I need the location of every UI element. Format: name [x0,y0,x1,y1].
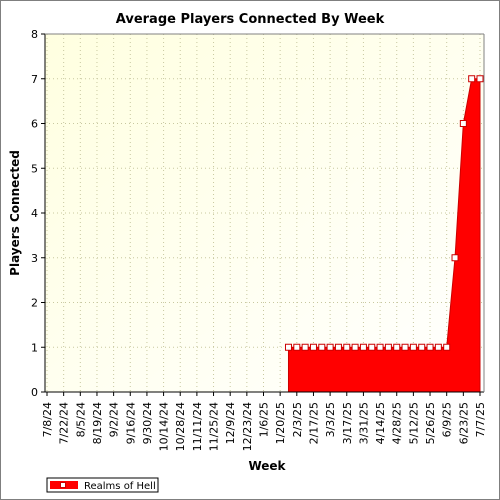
legend-label: Realms of Hell [84,481,156,492]
x-tick-label: 1/6/25 [258,402,271,437]
data-point-marker [343,343,351,351]
x-tick-label: 3/31/25 [357,402,370,444]
data-point-marker [284,343,292,351]
x-tick-label: 4/14/25 [374,402,387,444]
x-axis-title: Week [248,459,286,473]
x-tick-label: 3/3/25 [324,402,337,437]
data-point-marker [434,343,442,351]
x-tick-label: 8/5/24 [74,402,87,437]
data-point-marker [301,343,309,351]
x-tick-label: 10/28/24 [174,402,187,451]
data-point-marker [351,343,359,351]
x-tick-label: 10/14/24 [158,402,171,451]
plot-area: 0 1 2 3 4 5 6 7 8 7/8/24 7/22/24 8/5/24 8/19/24 9/2/2… [31,28,487,451]
x-tick-label: 6/9/25 [441,402,454,437]
data-point-marker [459,120,467,127]
x-tick-label: 7/7/25 [474,402,487,437]
plot-background [45,34,484,392]
data-point-marker [318,343,326,351]
y-tick-label: 1 [31,341,38,354]
y-tick-label: 6 [31,118,38,131]
legend: Realms of Hell [46,477,159,493]
data-point-marker [334,343,342,351]
x-tick-label: 5/12/25 [407,402,420,444]
x-tick-label: 3/17/25 [341,402,354,444]
data-point-marker [401,343,409,351]
x-tick-label: 7/22/24 [58,402,71,444]
data-point-marker [359,343,367,351]
y-tick-label: 3 [31,252,38,265]
chart-title: Average Players Connected By Week [116,12,385,27]
data-point-marker [443,343,451,351]
x-tick-label: 2/3/25 [291,402,304,437]
data-point-marker [384,343,392,351]
x-tick-label: 1/20/25 [274,402,287,444]
data-point-marker [326,343,334,351]
x-tick-label: 11/11/24 [191,402,204,451]
data-point-marker [468,75,476,83]
x-tick-label: 5/26/25 [424,402,437,444]
x-tick-label: 2/17/25 [307,402,320,444]
y-tick-label: 2 [31,297,38,310]
data-point-marker [451,254,459,262]
x-tick-label: 6/23/25 [457,402,470,444]
x-tick-label: 11/25/24 [208,402,221,451]
y-axis-title: Players Connected [8,150,22,276]
data-point-marker [376,343,384,351]
x-tick-label: 9/16/24 [124,402,137,444]
x-tick-label: 9/2/24 [108,402,121,437]
y-tick-label: 0 [31,386,38,399]
data-point-marker [426,343,434,351]
data-point-marker [368,343,376,351]
y-tick-label: 4 [31,207,38,220]
x-tick-label: 8/19/24 [91,402,104,444]
data-point-marker [393,343,401,351]
data-point-marker [418,343,426,351]
legend-marker [60,482,66,488]
data-point-marker [476,75,484,83]
x-tick-label: 4/28/25 [391,402,404,444]
y-tick-label: 8 [31,28,38,41]
x-tick-label: 12/9/24 [224,402,237,444]
y-tick-label: 7 [31,73,38,86]
data-point-marker [293,343,301,351]
y-tick-label: 5 [31,162,38,175]
x-tick-label: 12/23/24 [241,402,254,451]
data-point-marker [309,343,317,351]
x-tick-label: 7/8/24 [41,402,54,437]
data-point-marker [409,343,417,351]
x-tick-label: 9/30/24 [141,402,154,444]
